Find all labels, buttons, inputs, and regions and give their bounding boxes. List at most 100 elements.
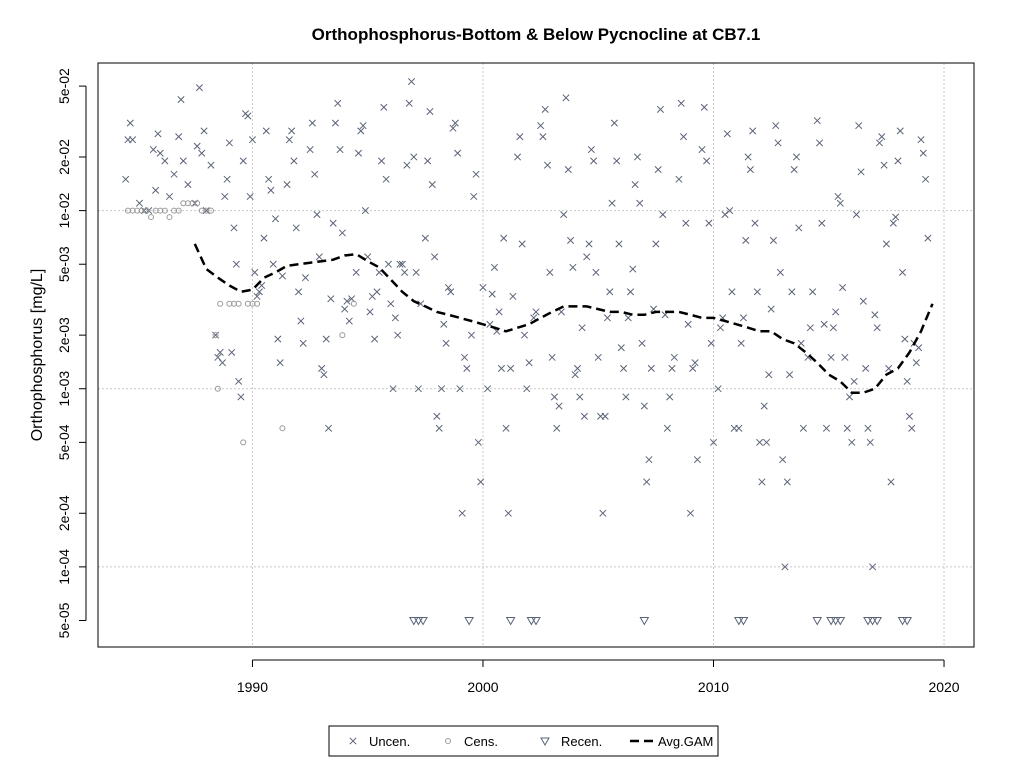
uncensored-point	[705, 219, 713, 227]
uncensored-point	[573, 364, 582, 373]
uncensored-point	[571, 371, 579, 379]
uncensored-point	[622, 393, 630, 401]
uncensored-point	[562, 94, 570, 102]
uncensored-point	[922, 175, 930, 183]
uncensored-point	[500, 234, 508, 242]
uncensored-point	[765, 371, 773, 379]
uncensored-point	[440, 320, 448, 328]
gam-layer	[193, 243, 934, 394]
uncensored-point	[283, 181, 291, 189]
censored-point	[240, 439, 247, 446]
uncensored-point	[841, 353, 849, 361]
uncensored-point	[583, 253, 591, 261]
uncensored-point	[276, 359, 284, 367]
uncensored-point	[239, 157, 247, 165]
uncensored-point	[484, 385, 492, 393]
uncensored-point	[154, 130, 162, 138]
uncensored-point	[822, 424, 831, 432]
uncensored-point	[756, 438, 764, 446]
uncensored-point	[149, 146, 157, 154]
uncensored-point	[352, 268, 360, 276]
uncensored-point	[514, 153, 522, 161]
uncensored-point	[882, 240, 890, 248]
uncensored-point	[915, 344, 923, 352]
uncensored-point	[924, 234, 932, 242]
uncensored-point	[827, 353, 835, 361]
uncensored-point	[428, 181, 436, 189]
uncensored-point	[555, 402, 563, 410]
uncensored-point	[543, 161, 552, 169]
y-tick-label: 1e-03	[56, 371, 72, 407]
uncensored-point	[507, 364, 515, 373]
uncensored-point	[599, 509, 607, 517]
legend-symbol-x	[349, 737, 357, 745]
legend-label: Uncen.	[369, 734, 410, 749]
uncensored-point	[541, 105, 549, 113]
uncensored-point	[495, 308, 503, 316]
uncensored-point	[195, 84, 203, 92]
censored-point	[217, 300, 224, 307]
uncensored-point	[737, 339, 745, 347]
uncensored-point	[218, 359, 227, 367]
uncensored-point	[919, 149, 927, 157]
uncensored-point	[594, 353, 602, 361]
uncensored-point	[424, 157, 432, 165]
recensored-point	[872, 617, 883, 626]
uncensored-point	[357, 127, 365, 135]
uncensored-point	[377, 157, 386, 165]
uncensored-point	[329, 219, 337, 227]
uncensored-point	[739, 314, 748, 322]
uncensored-point	[866, 438, 874, 446]
uncensored-point	[417, 300, 425, 308]
uncensored-point	[341, 305, 349, 313]
recensored-point	[863, 617, 873, 626]
uncensored-point	[645, 456, 653, 464]
recensored-point	[812, 617, 823, 626]
x-tick-label: 1990	[237, 679, 268, 695]
uncensored-point	[255, 288, 263, 296]
uncensored-point	[278, 272, 286, 280]
uncensored-point	[878, 133, 886, 141]
uncensored-point	[354, 149, 363, 157]
uncensored-point	[871, 311, 879, 319]
censored-point	[207, 207, 214, 214]
recensored-point	[738, 617, 749, 626]
uncensored-point	[788, 288, 796, 296]
uncensored-point	[663, 424, 671, 432]
uncensored-point	[361, 207, 369, 215]
uncensored-point	[654, 166, 662, 174]
uncensored-point	[869, 563, 877, 571]
uncensored-point	[901, 335, 909, 343]
uncensored-point	[474, 438, 482, 446]
uncensored-point	[421, 234, 429, 242]
y-tick-label: 5e-05	[56, 602, 72, 638]
uncensored-point	[467, 331, 476, 339]
uncensored-point	[845, 393, 854, 401]
censored-point	[194, 200, 201, 207]
uncensored-point	[184, 181, 192, 189]
uncensored-point	[336, 146, 344, 154]
uncensored-point	[576, 393, 584, 401]
uncensored-point	[431, 253, 439, 261]
uncensored-point	[677, 99, 685, 107]
uncensored-point	[606, 288, 614, 296]
uncensored-point	[267, 186, 275, 194]
uncensored-point	[799, 424, 807, 432]
uncensored-point	[703, 157, 711, 165]
x-tick-label: 2020	[928, 679, 959, 695]
uncensored-point	[850, 377, 858, 385]
uncensored-point	[887, 478, 895, 486]
uncensored-point	[539, 133, 547, 141]
uncensored-point	[590, 157, 598, 165]
recensored-point	[408, 617, 419, 626]
uncensored-point	[260, 234, 268, 242]
uncensored-point	[271, 215, 280, 223]
uncensored-point	[670, 353, 678, 361]
uncensored-point	[248, 136, 257, 144]
uncensored-point	[723, 130, 731, 138]
uncensored-point	[198, 149, 206, 157]
legend-label: Avg.GAM	[658, 734, 713, 749]
uncensored-point	[836, 199, 844, 207]
uncensored-point	[202, 207, 210, 215]
uncensored-point	[832, 308, 840, 316]
